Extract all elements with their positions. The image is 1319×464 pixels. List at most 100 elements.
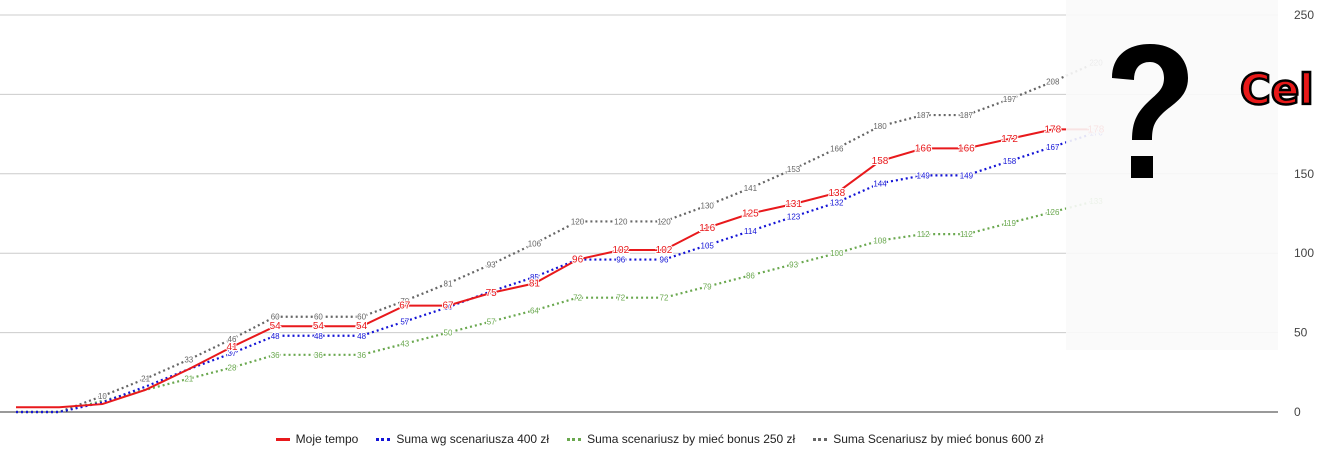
data-label: 102: [612, 245, 629, 256]
data-label: 123: [787, 213, 801, 222]
data-label: 72: [616, 294, 625, 303]
legend-label: Suma wg scenariusza 400 zł: [396, 432, 550, 446]
data-label: 116: [699, 223, 715, 234]
data-label: 130: [701, 202, 715, 211]
data-label: 54: [356, 321, 368, 332]
legend-item[interactable]: Suma scenariusz by mieć bonus 250 zł: [567, 432, 795, 446]
y-tick-label: 0: [1294, 405, 1301, 419]
data-label: 66: [444, 303, 453, 312]
data-label: 85: [530, 273, 539, 282]
data-label: 72: [660, 294, 669, 303]
target-overlay: Cel: [1066, 0, 1315, 350]
data-label: 72: [573, 294, 582, 303]
series-layer: [16, 61, 1097, 414]
data-label: 96: [660, 256, 669, 265]
grid-lines: 0 50 100 150 250: [0, 8, 1314, 419]
data-label: 178: [1044, 124, 1061, 135]
legend-swatch: [813, 437, 828, 441]
data-label: 166: [915, 143, 932, 154]
data-label: 141: [744, 184, 758, 193]
data-label: 187: [917, 111, 931, 120]
series-line: [16, 61, 1097, 414]
data-label: 180: [873, 122, 887, 131]
data-label: 158: [872, 156, 889, 167]
data-label: 28: [228, 364, 237, 373]
data-label: 197: [1003, 95, 1017, 104]
legend-swatch: [275, 437, 290, 441]
data-label: 57: [400, 317, 409, 326]
data-label: 10: [98, 392, 107, 401]
data-label: 54: [313, 321, 325, 332]
data-label: 132: [830, 198, 844, 207]
data-label: 167: [1046, 143, 1060, 152]
data-label: 46: [228, 335, 237, 344]
data-label: 96: [616, 256, 625, 265]
data-label: 36: [271, 351, 280, 360]
data-label: 120: [657, 217, 671, 226]
data-labels-layer: 10 21 33 46 60 60 60 70 81 93 106 120 120 120 130 141 15…: [97, 58, 1106, 402]
data-label: 60: [314, 313, 323, 322]
legend-swatch: [376, 437, 391, 441]
chart-legend: Moje tempo Suma wg scenariusza 400 zł Suma…: [0, 432, 1319, 446]
y-tick-label: 250: [1294, 8, 1314, 22]
data-label: 48: [271, 332, 280, 341]
data-label: 153: [787, 165, 801, 174]
data-label: 138: [828, 188, 845, 199]
data-label: 119: [1003, 219, 1016, 228]
data-label: 21: [141, 375, 150, 384]
data-label: 41: [226, 342, 238, 353]
data-label: 70: [400, 297, 409, 306]
legend-swatch: [567, 437, 582, 441]
data-label: 187: [960, 111, 974, 120]
cel-label: Cel: [1240, 65, 1314, 114]
data-label: 36: [357, 351, 366, 360]
data-label: 144: [873, 179, 887, 188]
data-label: 21: [184, 375, 193, 384]
data-label: 37: [228, 349, 237, 358]
data-label: 67: [442, 301, 454, 312]
data-label: 60: [357, 313, 366, 322]
data-label: 166: [958, 143, 975, 154]
data-label: 79: [703, 283, 712, 292]
series-line: [16, 131, 1097, 414]
data-label: 158: [1003, 157, 1017, 166]
data-label: 96: [573, 256, 582, 265]
data-label: 108: [873, 236, 887, 245]
data-label: 166: [830, 144, 844, 153]
data-label: 120: [571, 217, 585, 226]
data-label: 105: [701, 241, 715, 250]
data-label: 43: [400, 340, 409, 349]
question-mark-icon: [1112, 44, 1188, 178]
data-label: 172: [1001, 134, 1018, 145]
data-label: 36: [314, 351, 323, 360]
data-label: 75: [486, 288, 498, 299]
data-label: 120: [614, 217, 628, 226]
data-label: 149: [960, 171, 974, 180]
data-label: 106: [528, 240, 542, 249]
legend-item[interactable]: Suma wg scenariusza 400 zł: [376, 432, 549, 446]
data-label: 57: [487, 317, 496, 326]
data-label: 60: [271, 313, 280, 322]
y-tick-label: 150: [1294, 167, 1314, 181]
y-tick-label: 50: [1294, 326, 1308, 340]
data-label: 102: [656, 245, 673, 256]
legend-label: Suma Scenariusz by mieć bonus 600 zł: [833, 432, 1044, 446]
data-label: 126: [1046, 208, 1060, 217]
data-label: 208: [1046, 78, 1060, 87]
legend-label: Moje tempo: [295, 432, 359, 446]
legend-item[interactable]: Moje tempo: [275, 432, 359, 446]
data-label: 125: [742, 209, 759, 220]
data-label: 149: [917, 171, 931, 180]
legend-item[interactable]: Suma Scenariusz by mieć bonus 600 zł: [813, 432, 1043, 446]
data-label: 131: [785, 199, 802, 210]
y-tick-label: 100: [1294, 246, 1314, 260]
data-label: 93: [487, 260, 496, 269]
data-label: 48: [314, 332, 323, 341]
series-line: [16, 199, 1097, 414]
data-label: 50: [444, 329, 453, 338]
series-line: [16, 128, 1096, 409]
data-label: 67: [399, 301, 411, 312]
data-label: 76: [487, 287, 496, 296]
data-label: 86: [746, 271, 755, 280]
